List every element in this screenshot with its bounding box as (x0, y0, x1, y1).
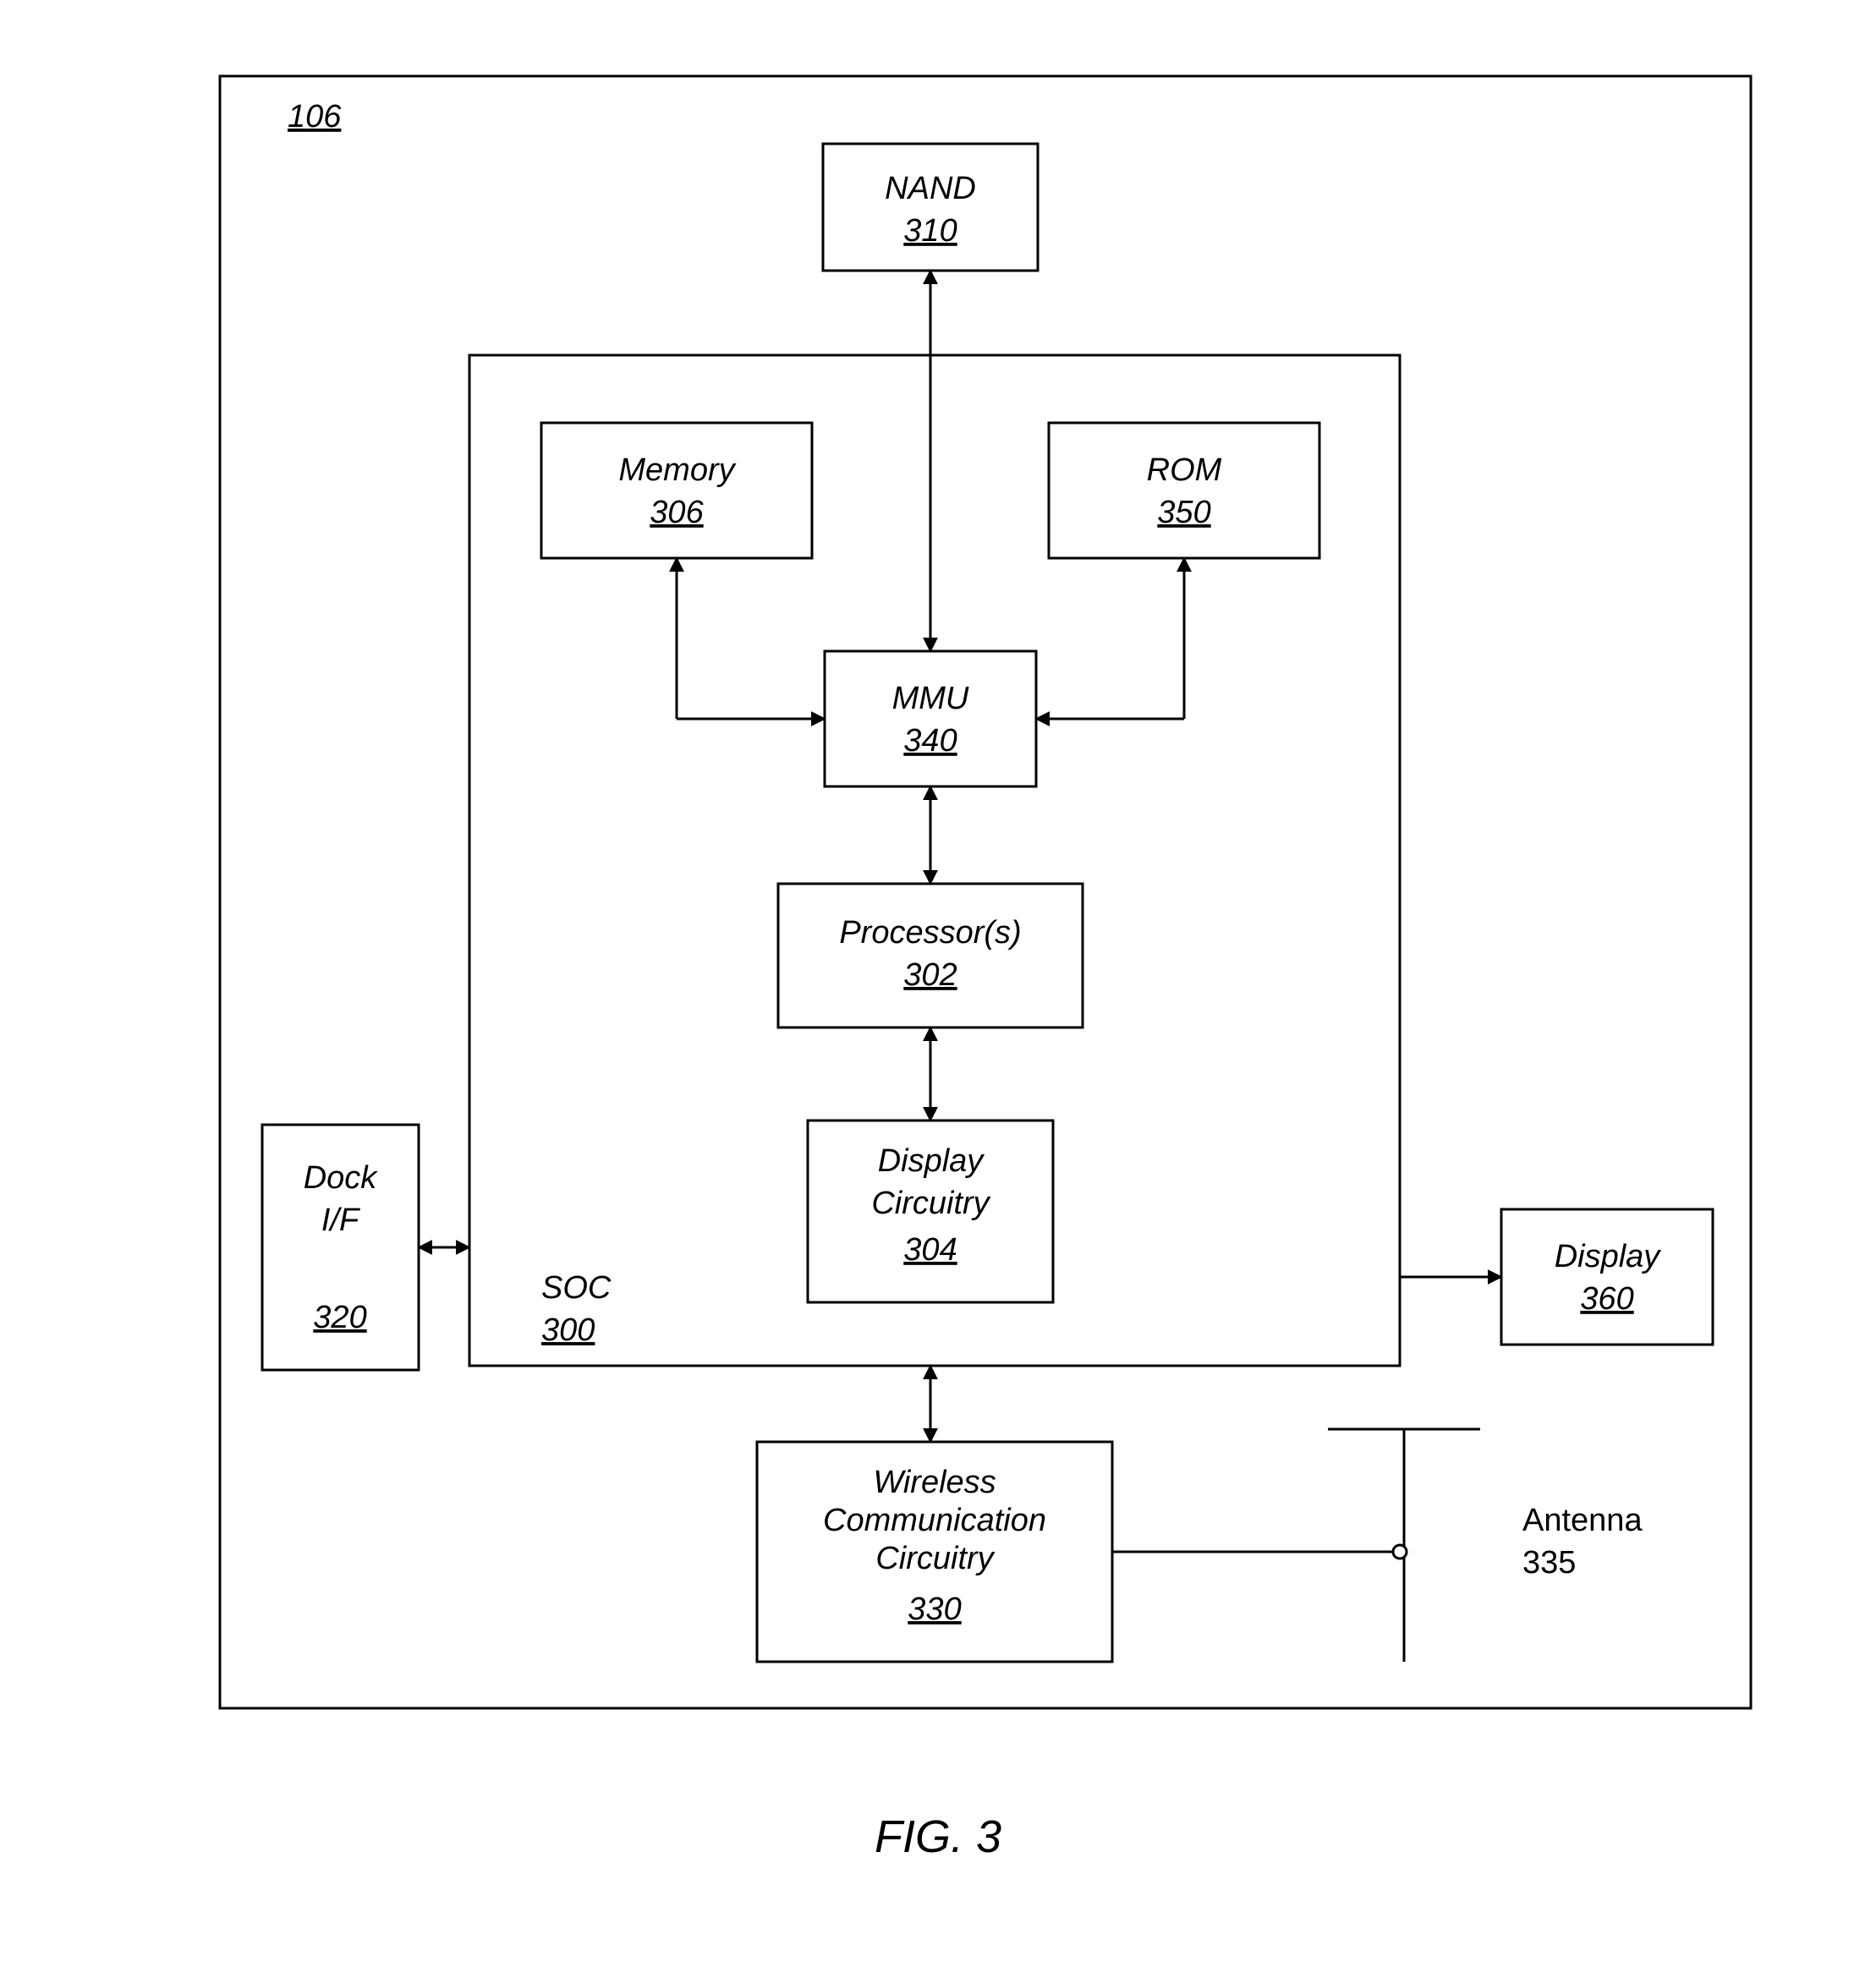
edge-rom-mmu (1036, 558, 1184, 719)
wcc-ref: 330 (908, 1592, 961, 1627)
antenna-label: Antenna (1522, 1503, 1643, 1538)
memory-ref: 306 (650, 495, 704, 530)
rom-block: ROM 350 (1049, 423, 1319, 558)
antenna-symbol: Antenna 335 (1328, 1429, 1643, 1662)
soc-label: SOC (541, 1270, 612, 1306)
wireless-block: Wireless Communication Circuitry 330 (757, 1442, 1112, 1662)
mmu-label: MMU (892, 681, 969, 716)
nand-block: NAND 310 (823, 144, 1038, 271)
dock-ref: 320 (313, 1300, 366, 1335)
dock-label2: I/F (321, 1203, 360, 1238)
processor-block: Processor(s) 302 (778, 884, 1083, 1027)
dispc-ref: 304 (903, 1232, 957, 1268)
proc-ref: 302 (903, 957, 957, 993)
wcc-label3: Circuitry (875, 1541, 995, 1576)
edge-wcc-antenna (1112, 1545, 1407, 1559)
display-block: Display 360 (1501, 1209, 1713, 1345)
mmu-ref: 340 (903, 723, 957, 759)
memory-block: Memory 306 (541, 423, 812, 558)
proc-label: Processor(s) (839, 915, 1021, 951)
nand-label: NAND (885, 171, 976, 206)
dock-label1: Dock (304, 1160, 379, 1196)
display-label: Display (1555, 1239, 1662, 1274)
nand-ref: 310 (903, 213, 957, 249)
dispc-label1: Display (878, 1143, 985, 1179)
display-ref: 360 (1580, 1281, 1633, 1317)
rom-label: ROM (1147, 452, 1222, 488)
memory-label: Memory (618, 452, 736, 488)
wcc-label2: Communication (823, 1503, 1046, 1538)
dispc-label2: Circuitry (871, 1186, 990, 1221)
display-circuitry-block: Display Circuitry 304 (808, 1120, 1053, 1302)
figure-3-diagram: 106 NAND 310 SOC 300 Memory 306 ROM 350 … (0, 0, 1876, 1967)
wcc-label1: Wireless (873, 1465, 996, 1500)
rom-ref: 350 (1157, 495, 1210, 530)
mmu-block: MMU 340 (825, 651, 1036, 786)
dock-block: Dock I/F 320 (262, 1125, 419, 1370)
antenna-ref: 335 (1522, 1545, 1576, 1581)
edge-memory-mmu (677, 558, 825, 719)
container-ref: 106 (288, 99, 342, 134)
figure-caption: FIG. 3 (875, 1811, 1001, 1862)
soc-ref: 300 (541, 1312, 595, 1348)
